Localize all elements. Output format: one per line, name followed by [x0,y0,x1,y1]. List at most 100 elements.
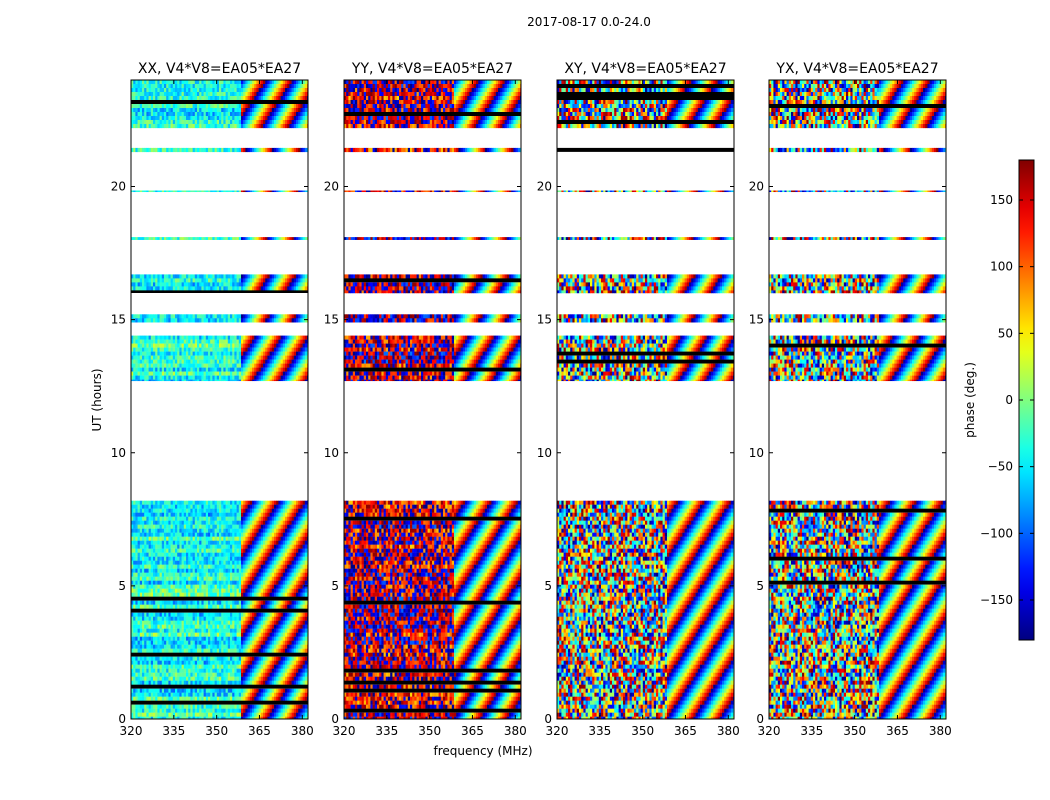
heatmap-cell [155,584,158,589]
heatmap-cell [190,359,193,364]
heatmap-cell [203,600,207,605]
heatmap-cell [212,612,215,617]
heatmap-cell [276,508,279,513]
heatmap-cell [214,588,218,593]
heatmap-cell [203,536,207,541]
heatmap-cell [258,688,262,693]
heatmap-cell [142,672,145,677]
heatmap-cell [161,560,165,565]
heatmap-cell [166,379,169,382]
heatmap-cell [212,604,215,609]
heatmap-cell [296,604,299,609]
heatmap-cell [199,708,202,713]
heatmap-cell [304,648,308,653]
heatmap-cell [252,355,255,360]
heatmap-cell [225,628,229,633]
heatmap-cell [192,355,196,360]
heatmap-cell [278,600,281,605]
heatmap-cell [183,351,187,356]
heatmap-cell [254,708,257,713]
heatmap-cell [267,712,270,717]
heatmap-cell [219,371,222,376]
heatmap-cell [230,716,233,719]
heatmap-cell [236,504,240,509]
heatmap-cell [177,688,180,693]
heatmap-cell [194,556,198,561]
heatmap-cell [276,536,279,541]
heatmap-cell [234,672,237,677]
heatmap-cell [276,704,279,709]
heatmap-cell [142,660,145,665]
heatmap-cell [210,548,213,553]
heatmap-cell [161,339,165,344]
heatmap-cell [197,676,200,681]
heatmap-cell [256,688,259,693]
heatmap-cell [232,363,235,368]
heatmap-cell [241,363,244,368]
heatmap-cell [208,584,211,589]
heatmap-cell [133,624,136,629]
heatmap-cell [199,704,202,709]
heatmap-cell [190,351,193,356]
heatmap-cell [155,371,158,376]
heatmap-cell [219,520,222,525]
heatmap-cell [181,355,185,360]
heatmap-cell [227,668,231,673]
heatmap-cell [225,544,229,549]
heatmap-cell [183,556,187,561]
heatmap-cell [300,664,303,669]
heatmap-cell [227,540,231,545]
heatmap-cell [232,560,235,565]
heatmap-cell [183,644,187,649]
flag-row [131,700,308,705]
heatmap-cell [150,375,154,380]
heatmap-cell [247,343,251,348]
heatmap-cell [208,576,211,581]
heatmap-cell [236,536,240,541]
heatmap-cell [205,552,209,557]
heatmap-cell [223,604,226,609]
heatmap-cell [252,544,255,549]
heatmap-cell [159,363,163,368]
heatmap-cell [241,375,244,380]
heatmap-cell [175,556,178,561]
heatmap-cell [181,632,185,637]
heatmap-cell [150,668,154,673]
heatmap-cell [190,588,193,593]
heatmap-cell [199,636,202,641]
heatmap-cell [148,536,152,541]
heatmap-cell [212,548,215,553]
heatmap-cell [293,556,297,561]
heatmap-cell [170,544,174,549]
heatmap-cell [280,656,284,661]
heatmap-cell [131,335,134,340]
heatmap-cell [177,504,180,509]
heatmap-cell [291,696,295,701]
heatmap-cell [150,524,154,529]
heatmap-cell [263,716,266,719]
heatmap-cell [236,371,240,376]
heatmap-cell [291,672,295,677]
heatmap-cell [243,648,246,653]
heatmap-cell [144,632,147,637]
heatmap-cell [219,628,222,633]
heatmap-cell [293,367,297,372]
heatmap-cell [188,367,191,372]
heatmap-cell [197,664,200,669]
heatmap-cell [263,355,266,360]
heatmap-cell [186,572,189,577]
heatmap-cell [161,636,165,641]
heatmap-cell [153,624,156,629]
heatmap-cell [227,612,231,617]
heatmap-cell [236,704,240,709]
heatmap-cell [183,584,187,589]
heatmap-cell [146,696,149,701]
heatmap-cell [186,363,189,368]
heatmap-cell [298,668,301,673]
heatmap-cell [263,644,266,649]
heatmap-cell [267,680,270,685]
heatmap-cell [227,339,231,344]
heatmap-cell [135,359,138,364]
heatmap-cell [139,672,143,677]
